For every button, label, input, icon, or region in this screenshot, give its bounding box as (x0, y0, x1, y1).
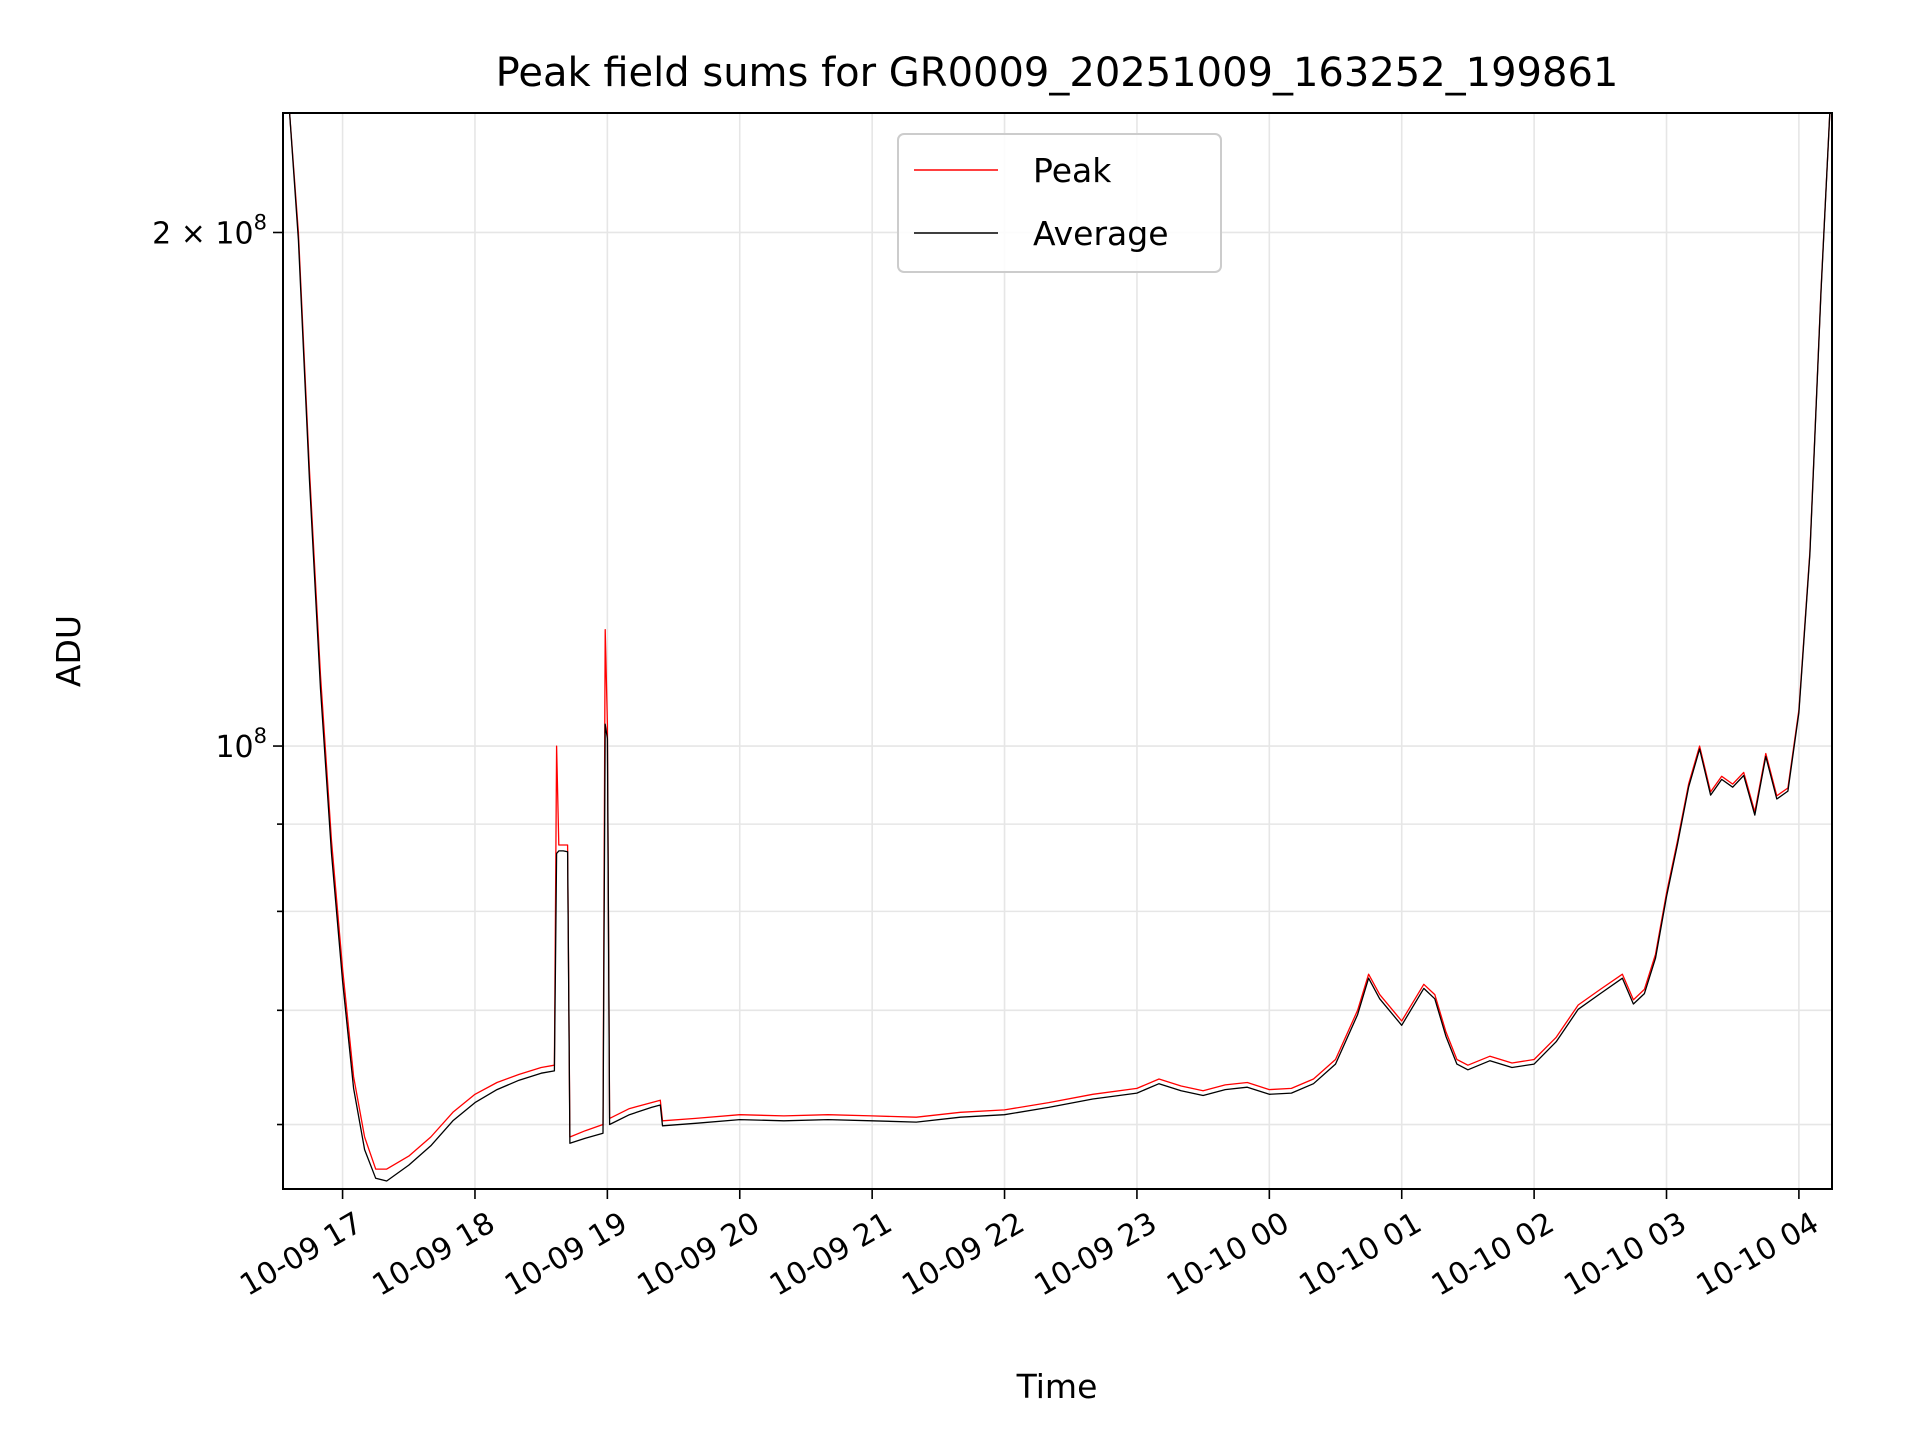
legend: Peak Average (897, 133, 1222, 273)
x-tick-label: 10-10 00 (1161, 1206, 1295, 1304)
y-axis-ticks: 2 × 108 108 (152, 210, 283, 1126)
x-tick-label: 10-09 19 (499, 1206, 633, 1304)
series-group (288, 113, 1831, 1182)
chart-title: Peak field sums for GR0009_20251009_1632… (496, 50, 1619, 96)
legend-label-peak: Peak (1033, 151, 1112, 190)
x-tick-label: 10-09 21 (764, 1206, 898, 1304)
series-line-average (288, 113, 1831, 1182)
y-tick-label: 2 × 108 (152, 210, 267, 251)
x-tick-label: 10-10 04 (1691, 1206, 1825, 1304)
x-tick-label: 10-10 03 (1558, 1206, 1692, 1304)
x-tick-label: 10-09 22 (896, 1206, 1030, 1304)
legend-box (897, 133, 1222, 273)
x-tick-label: 10-09 23 (1029, 1206, 1163, 1304)
plot-frame (282, 112, 1833, 1190)
grid (283, 113, 1832, 1189)
x-tick-label: 10-10 01 (1293, 1206, 1427, 1304)
x-tick-label: 10-09 18 (367, 1206, 501, 1304)
x-axis-label: Time (1016, 1367, 1098, 1406)
x-tick-label: 10-09 20 (631, 1206, 765, 1304)
x-tick-label: 10-09 17 (234, 1206, 368, 1304)
y-tick-label: 108 (215, 724, 267, 765)
y-axis-label: ADU (49, 615, 88, 687)
legend-label-average: Average (1033, 214, 1169, 253)
x-tick-label: 10-10 02 (1426, 1206, 1560, 1304)
series-line-peak (288, 113, 1831, 1170)
